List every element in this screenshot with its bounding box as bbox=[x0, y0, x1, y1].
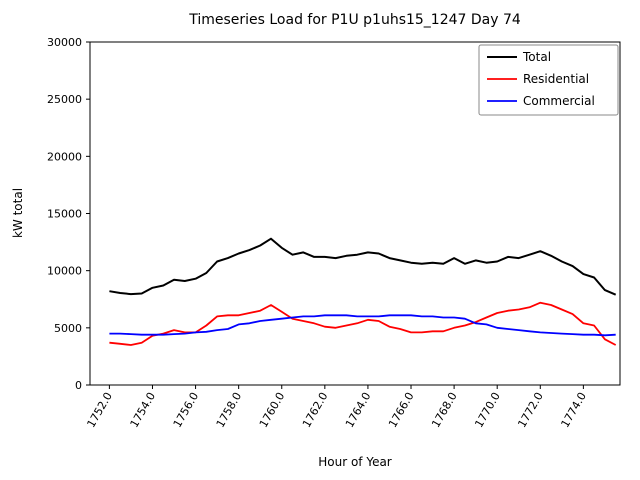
series-line-total bbox=[109, 237, 617, 296]
y-tick-label: 10000 bbox=[47, 265, 82, 278]
series-line-residential bbox=[109, 301, 617, 346]
legend-label: Commercial bbox=[523, 94, 595, 108]
x-tick-label: 1764.0 bbox=[343, 390, 374, 430]
x-tick-label: 1768.0 bbox=[429, 390, 460, 430]
x-tick-label: 1766.0 bbox=[386, 390, 417, 430]
y-tick-label: 0 bbox=[75, 379, 82, 392]
series-line-commercial bbox=[109, 314, 616, 337]
chart-title: Timeseries Load for P1U p1uhs15_1247 Day… bbox=[188, 12, 521, 28]
y-tick-label: 30000 bbox=[47, 36, 82, 49]
y-tick-label: 20000 bbox=[47, 150, 82, 163]
legend-item-residential: Residential bbox=[487, 72, 589, 86]
x-tick-label: 1758.0 bbox=[214, 390, 245, 430]
x-tick-label: 1762.0 bbox=[300, 390, 331, 430]
x-axis-label: Hour of Year bbox=[318, 455, 392, 469]
legend-item-total: Total bbox=[487, 50, 551, 64]
y-tick-label: 25000 bbox=[47, 93, 82, 106]
x-tick-label: 1760.0 bbox=[257, 390, 288, 430]
x-tick-label: 1754.0 bbox=[128, 390, 159, 430]
y-tick-label: 15000 bbox=[47, 208, 82, 221]
legend: Total Residential Commercial bbox=[478, 44, 619, 116]
legend-label: Total bbox=[522, 50, 551, 64]
x-tick-label: 1756.0 bbox=[171, 390, 202, 430]
x-tick-label: 1752.0 bbox=[84, 390, 115, 430]
legend-box bbox=[478, 44, 619, 116]
x-tick-label: 1774.0 bbox=[558, 390, 589, 430]
y-axis-label: kW total bbox=[11, 188, 25, 238]
legend-label: Residential bbox=[523, 72, 589, 86]
legend-item-commercial: Commercial bbox=[487, 94, 595, 108]
x-tick-label: 1772.0 bbox=[515, 390, 546, 430]
x-tick-label: 1770.0 bbox=[472, 390, 503, 430]
y-tick-label: 5000 bbox=[54, 322, 82, 335]
